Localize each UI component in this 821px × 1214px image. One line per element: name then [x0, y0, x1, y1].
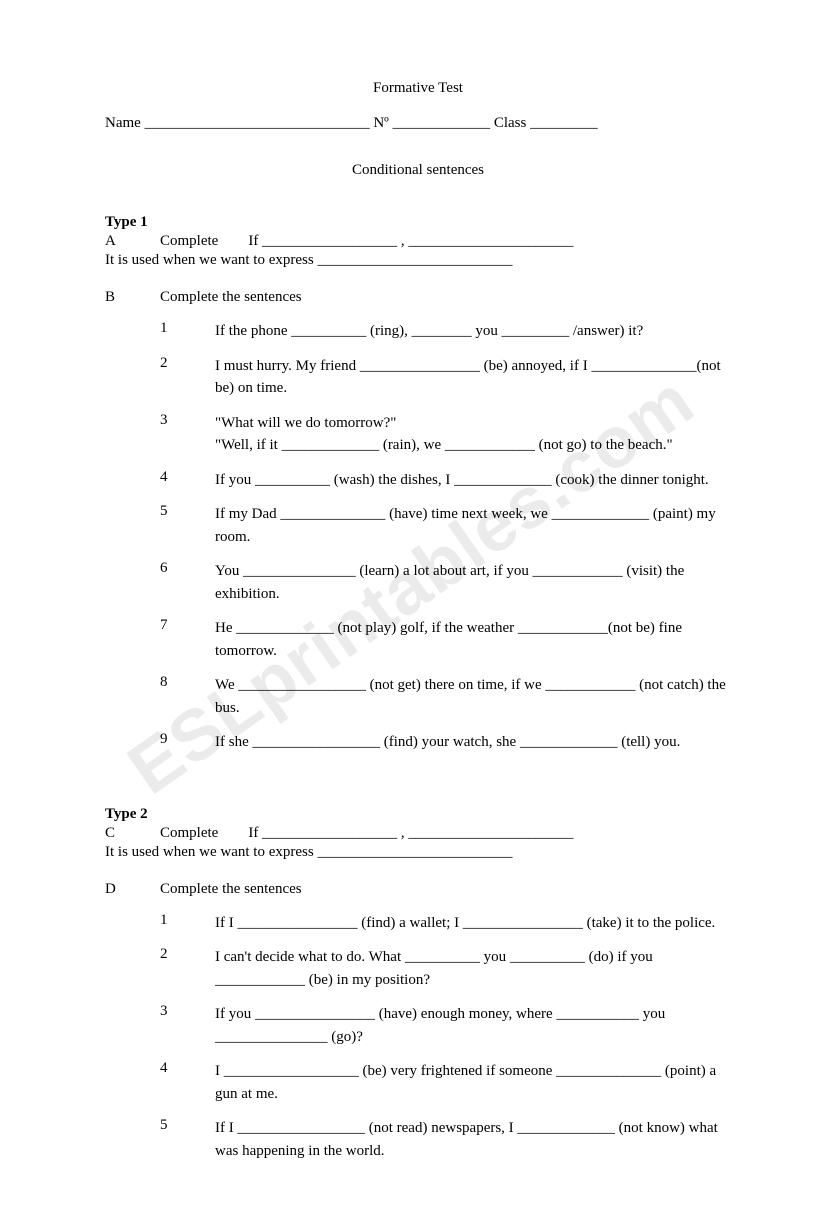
question-text: I can't decide what to do. What ________… [215, 946, 731, 991]
type1-heading: Type 1 [105, 214, 731, 231]
question-row: 5If my Dad ______________ (have) time ne… [160, 503, 731, 548]
question-row: 9If she _________________ (find) your wa… [160, 731, 731, 754]
question-text: If she _________________ (find) your wat… [215, 731, 731, 754]
section-c-row2: It is used when we want to express _____… [105, 844, 731, 861]
question-row: 4If you __________ (wash) the dishes, I … [160, 469, 731, 492]
question-text: You _______________ (learn) a lot about … [215, 560, 731, 605]
question-text: I must hurry. My friend ________________… [215, 355, 731, 400]
section-c-blank3[interactable]: __________________________ [314, 844, 513, 860]
no-label: Nº [373, 115, 388, 131]
question-row: 2I can't decide what to do. What _______… [160, 946, 731, 991]
page-container: Formative Test Name ____________________… [0, 0, 821, 1214]
section-b-items: 1If the phone __________ (ring), _______… [160, 320, 731, 754]
name-label: Name [105, 115, 141, 131]
no-blank[interactable]: _____________ [389, 115, 494, 131]
question-number: 8 [160, 674, 215, 691]
header-line: Name ______________________________ Nº _… [105, 115, 731, 132]
question-number: 6 [160, 560, 215, 577]
question-number: 2 [160, 355, 215, 372]
question-text: If you ________________ (have) enough mo… [215, 1003, 731, 1048]
section-a-row2: It is used when we want to express _____… [105, 252, 731, 269]
section-d-label: Complete the sentences [160, 881, 731, 898]
question-text: We _________________ (not get) there on … [215, 674, 731, 719]
section-b-label: Complete the sentences [160, 289, 731, 306]
question-text: If the phone __________ (ring), ________… [215, 320, 731, 343]
section-a-row1: A Complete If __________________ , _____… [105, 233, 731, 250]
section-a-blank1[interactable]: __________________ [262, 233, 401, 249]
class-blank[interactable]: _________ [526, 115, 597, 131]
section-a-letter: A [105, 233, 160, 250]
section-b-letter: B [105, 289, 160, 306]
question-row: 3If you ________________ (have) enough m… [160, 1003, 731, 1048]
section-a-line2a: It is used when we want to express [105, 252, 314, 268]
section-c-row1: C Complete If __________________ , _____… [105, 825, 731, 842]
section-a-blank2[interactable]: ______________________ [405, 233, 574, 249]
page-title: Formative Test [105, 80, 731, 97]
section-c-if: If [248, 825, 258, 841]
class-label: Class [494, 115, 527, 131]
section-a-blank3[interactable]: __________________________ [314, 252, 513, 268]
question-row: 5If I _________________ (not read) newsp… [160, 1117, 731, 1162]
question-number: 5 [160, 503, 215, 520]
question-number: 4 [160, 1060, 215, 1077]
question-text: If I ________________ (find) a wallet; I… [215, 912, 731, 935]
question-row: 1If I ________________ (find) a wallet; … [160, 912, 731, 935]
question-number: 4 [160, 469, 215, 486]
question-row: 2I must hurry. My friend _______________… [160, 355, 731, 400]
question-number: 2 [160, 946, 215, 963]
question-number: 5 [160, 1117, 215, 1134]
question-text: "What will we do tomorrow?" "Well, if it… [215, 412, 731, 457]
question-number: 3 [160, 1003, 215, 1020]
question-row: 8We _________________ (not get) there on… [160, 674, 731, 719]
question-text: If I _________________ (not read) newspa… [215, 1117, 731, 1162]
section-a-label: Complete [160, 233, 218, 249]
question-row: 4I __________________ (be) very frighten… [160, 1060, 731, 1105]
question-number: 1 [160, 320, 215, 337]
section-d-header: D Complete the sentences [105, 881, 731, 898]
name-blank[interactable]: ______________________________ [141, 115, 374, 131]
question-number: 7 [160, 617, 215, 634]
subtitle: Conditional sentences [105, 162, 731, 179]
question-text: If you __________ (wash) the dishes, I _… [215, 469, 731, 492]
type2-heading: Type 2 [105, 806, 731, 823]
section-a-if: If [248, 233, 258, 249]
section-d-letter: D [105, 881, 160, 898]
question-row: 3"What will we do tomorrow?" "Well, if i… [160, 412, 731, 457]
question-row: 6You _______________ (learn) a lot about… [160, 560, 731, 605]
question-row: 7He _____________ (not play) golf, if th… [160, 617, 731, 662]
question-number: 3 [160, 412, 215, 429]
section-b-header: B Complete the sentences [105, 289, 731, 306]
section-d-items: 1If I ________________ (find) a wallet; … [160, 912, 731, 1163]
section-c-label: Complete [160, 825, 218, 841]
section-c-letter: C [105, 825, 160, 842]
section-c-blank1[interactable]: __________________ [262, 825, 401, 841]
question-number: 9 [160, 731, 215, 748]
section-c-line2a: It is used when we want to express [105, 844, 314, 860]
question-number: 1 [160, 912, 215, 929]
question-row: 1If the phone __________ (ring), _______… [160, 320, 731, 343]
section-c-blank2[interactable]: ______________________ [405, 825, 574, 841]
question-text: If my Dad ______________ (have) time nex… [215, 503, 731, 548]
question-text: He _____________ (not play) golf, if the… [215, 617, 731, 662]
question-text: I __________________ (be) very frightene… [215, 1060, 731, 1105]
